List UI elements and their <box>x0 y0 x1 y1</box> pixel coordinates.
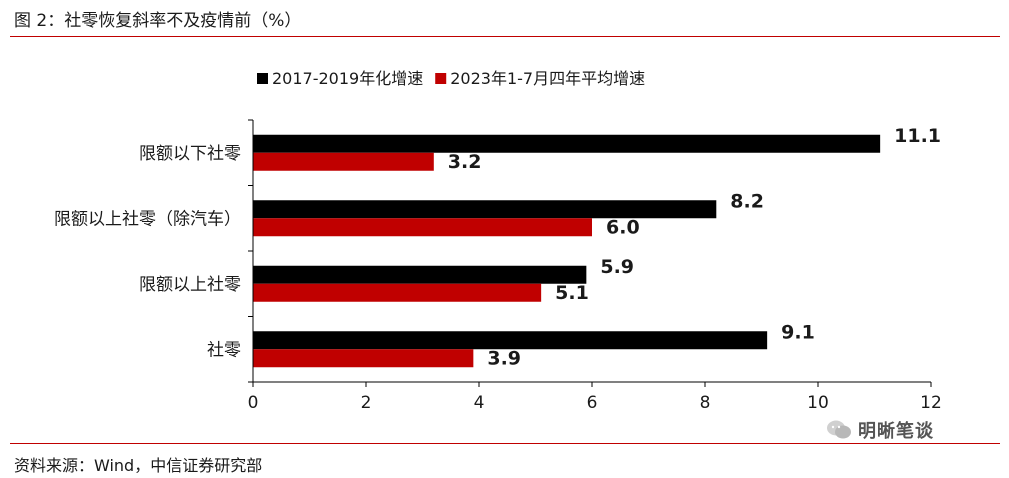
category-label: 限额以上社零（除汽车） <box>54 209 241 229</box>
wechat-icon <box>827 420 851 439</box>
legend-label: 2023年1-7月四年平均增速 <box>450 69 645 88</box>
data-label: 3.2 <box>448 151 482 173</box>
data-label: 9.1 <box>781 321 815 343</box>
bar <box>253 152 434 171</box>
x-tick-label: 0 <box>248 393 259 413</box>
category-label: 限额以下社零 <box>139 144 241 164</box>
legend-swatch <box>435 73 447 84</box>
category-label: 限额以上社零 <box>139 275 241 295</box>
bar <box>253 349 474 368</box>
bar <box>253 200 717 219</box>
x-tick-label: 6 <box>587 393 598 413</box>
watermark-text: 明晰笔谈 <box>858 421 934 442</box>
data-label: 5.1 <box>555 282 589 304</box>
watermark: 明晰笔谈 <box>826 418 934 442</box>
x-tick-label: 8 <box>700 393 711 413</box>
data-label: 11.1 <box>894 125 941 147</box>
legend-swatch <box>257 73 268 84</box>
figure-title: 图 2：社零恢复斜率不及疫情前（%） <box>14 11 302 31</box>
bottom-divider <box>10 443 1000 444</box>
data-label: 5.9 <box>600 256 634 278</box>
x-tick-label: 2 <box>361 393 372 413</box>
data-label: 3.9 <box>487 347 521 369</box>
category-label: 社零 <box>207 340 241 360</box>
bar <box>253 331 768 350</box>
bar <box>253 265 587 284</box>
data-label: 6.0 <box>606 216 640 238</box>
bar <box>253 134 881 153</box>
source-note: 资料来源：Wind，中信证券研究部 <box>14 456 263 475</box>
data-label: 8.2 <box>730 190 764 212</box>
top-divider <box>10 36 1000 37</box>
x-tick-label: 4 <box>474 393 485 413</box>
x-tick-label: 12 <box>920 393 942 413</box>
legend-label: 2017-2019年化增速 <box>272 69 423 88</box>
bar-chart: 2017-2019年化增速 2023年1-7月四年平均增速 11.1 3.2 限额以下社… <box>54 69 942 413</box>
bar <box>253 218 592 237</box>
bar <box>253 283 542 302</box>
x-tick-label: 10 <box>807 393 829 413</box>
